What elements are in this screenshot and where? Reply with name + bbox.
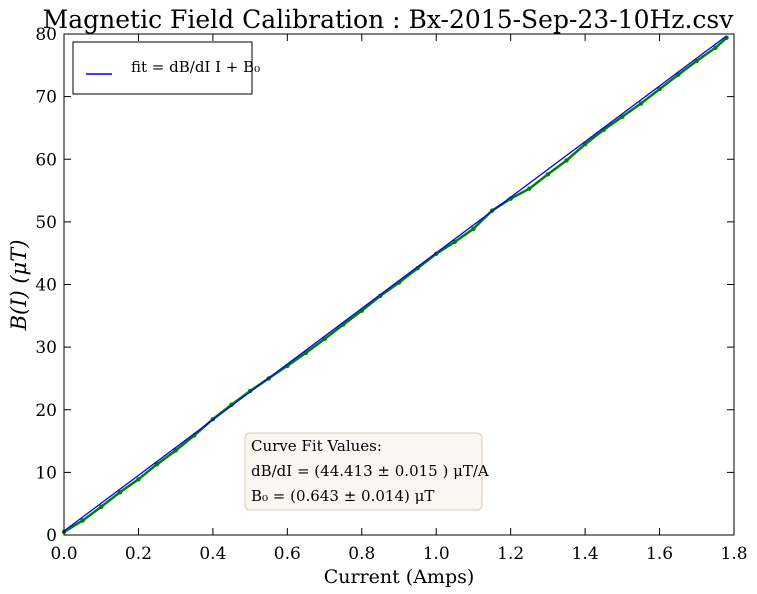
x-tick-label: 1.0 <box>423 544 450 564</box>
data-layer <box>61 35 729 535</box>
plot-area: 0.0 0.2 0.4 0.6 0.8 1.0 1.2 1.4 1.6 1.8 0 10 20 30 40 5… <box>35 25 747 564</box>
y-tick-label: 20 <box>35 401 57 421</box>
fit-line <box>63 35 727 532</box>
data-point <box>638 101 644 106</box>
data-point <box>527 186 532 191</box>
y-axis-label: B(I) (μT) <box>7 240 31 332</box>
y-tick-label: 30 <box>35 338 57 358</box>
x-tick-label: 1.2 <box>497 544 524 564</box>
x-tick-label: 0.2 <box>125 544 152 564</box>
y-tick-label: 60 <box>35 150 57 170</box>
y-tick-label: 70 <box>35 88 57 108</box>
y-tick-label: 50 <box>35 213 57 233</box>
x-tick-label: 0.4 <box>199 544 226 564</box>
fit-values-background <box>244 432 483 511</box>
chart-title: Magnetic Field Calibration : Bx-2015-Sep… <box>43 5 735 34</box>
fit-values-slope: dB/dI = (44.413 ± 0.015 ) μT/A <box>251 462 489 480</box>
y-tick-label: 0 <box>46 526 57 546</box>
x-tick-label: 0.8 <box>348 544 375 564</box>
tick-layer: 0.0 0.2 0.4 0.6 0.8 1.0 1.2 1.4 1.6 1.8 0 10 20 30 40 5… <box>35 25 747 564</box>
data-point <box>80 518 85 523</box>
data-point <box>136 477 141 482</box>
x-axis-label: Current (Amps) <box>324 566 475 588</box>
data-point <box>154 462 160 467</box>
data-point <box>564 158 569 163</box>
y-tick-label: 80 <box>35 25 57 45</box>
x-tick-label: 1.6 <box>646 544 673 564</box>
data-point <box>620 114 625 119</box>
data-point <box>471 226 476 231</box>
data-point <box>117 490 123 495</box>
y-tick-label: 40 <box>35 276 57 296</box>
fit-values-intercept: B₀ = (0.643 ± 0.014) μT <box>251 487 434 505</box>
data-point <box>452 239 458 245</box>
legend-box <box>72 41 253 95</box>
x-tick-label: 1.4 <box>572 544 599 564</box>
data-point <box>657 86 662 92</box>
data-point <box>713 45 718 50</box>
data-point <box>694 58 699 64</box>
data-point <box>173 448 178 453</box>
fit-values-box: Curve Fit Values: dB/dI = (44.413 ± 0.01… <box>244 432 489 511</box>
legend: fit = dB/dI I + B₀ <box>72 41 260 95</box>
x-tick-label: 0.6 <box>274 544 301 564</box>
fit-values-heading: Curve Fit Values: <box>251 437 382 455</box>
y-tick-label: 10 <box>35 463 57 483</box>
data-point <box>545 172 551 177</box>
x-tick-label: 1.8 <box>720 544 747 564</box>
x-tick-label: 0.0 <box>50 544 77 564</box>
data-point <box>99 504 104 510</box>
legend-label-fit: fit = dB/dI I + B₀ <box>131 58 260 76</box>
